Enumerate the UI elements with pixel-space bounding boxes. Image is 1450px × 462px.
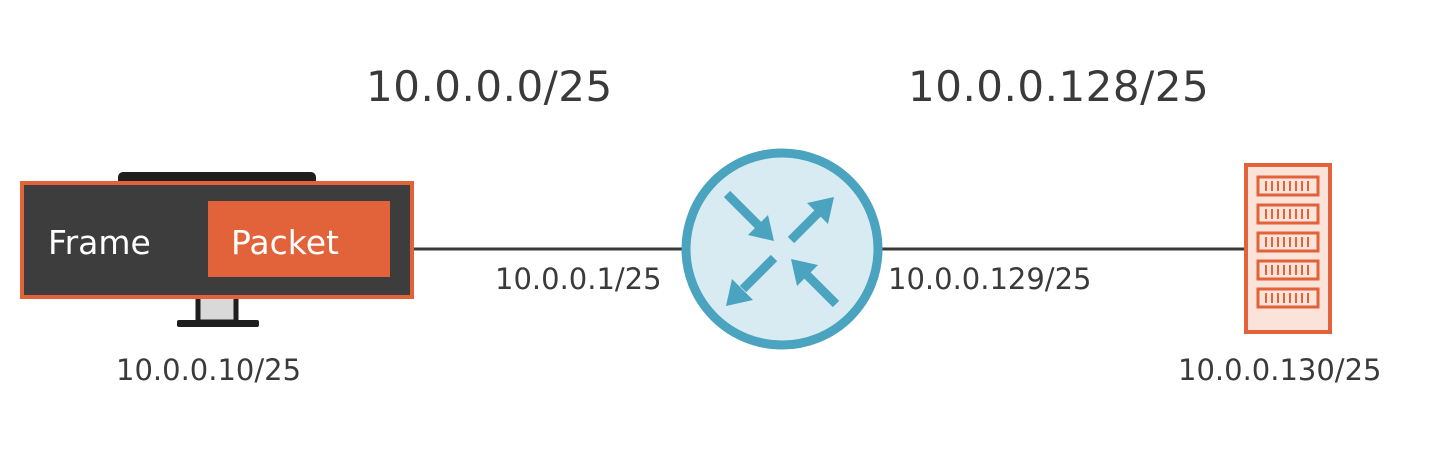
router-right-ip-label: 10.0.0.129/25 [888, 262, 1092, 296]
packet-box [208, 201, 390, 277]
frame-label: Frame [48, 223, 151, 262]
subnet-left-label: 10.0.0.0/25 [366, 62, 613, 111]
router-left-ip-label: 10.0.0.1/25 [495, 262, 662, 296]
server-rack-icon [1244, 163, 1332, 334]
server-ip-label: 10.0.0.130/25 [1178, 353, 1382, 387]
server-cabinet [1244, 163, 1332, 334]
monitor-stand-base [177, 320, 259, 327]
packet-label: Packet [231, 223, 339, 262]
monitor-stand-neck [195, 293, 239, 325]
host-ip-label: 10.0.0.10/25 [116, 353, 302, 387]
subnet-right-label: 10.0.0.128/25 [908, 62, 1210, 111]
router-circle [681, 148, 883, 350]
router-icon [681, 148, 883, 350]
server-unit-slots [1265, 181, 1309, 303]
router-arrow-in-bottom-right [791, 259, 840, 308]
router-arrow-out-bottom-left [726, 254, 778, 306]
server-units [1256, 175, 1320, 309]
router-arrow-out-top-right [787, 197, 834, 244]
router-arrow-in-top-left [723, 190, 774, 241]
desktop-monitor-icon: Frame Packet [20, 172, 414, 327]
